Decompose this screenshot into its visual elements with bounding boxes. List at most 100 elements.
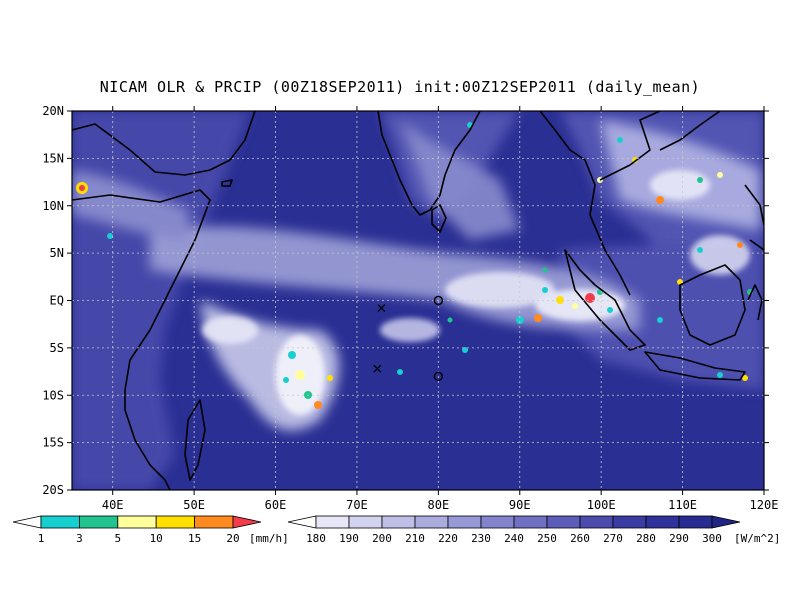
colorbar-box (348, 515, 383, 529)
colorbar-box (79, 515, 119, 529)
map-title: NICAM OLR & PRCIP (00Z18SEP2011) init:00… (99, 78, 701, 96)
colorbar-unit: [W/m^2] (734, 532, 780, 545)
colorbar-label: 240 (504, 532, 524, 545)
colorbar-label: 260 (570, 532, 590, 545)
precip-cell (697, 177, 703, 183)
precip-cell (572, 303, 578, 309)
lat-tick-labels: 20N 15N 10N 5N EQ 5S 10S 15S 20S (42, 104, 64, 497)
olr-core-4 (202, 316, 258, 344)
precip-cell (556, 296, 564, 304)
colorbar-label: 300 (702, 532, 722, 545)
coastline-indochina (599, 111, 721, 181)
precip-cell (79, 185, 85, 191)
coastlines (72, 111, 764, 490)
colorbar-label: 20 (226, 532, 239, 545)
olr-core-5 (650, 170, 710, 200)
coastline-arabia (72, 111, 256, 176)
o-marker (433, 371, 444, 381)
coastline-sulawesi (747, 284, 763, 321)
x-marker (377, 304, 386, 313)
precip-cell (542, 267, 548, 273)
colorbar-label: 3 (76, 532, 83, 545)
precip-cell (327, 375, 333, 381)
graticule (72, 111, 764, 490)
colorbar-box (117, 515, 157, 529)
x-marker-stroke (373, 364, 382, 373)
lat-tick-label: 5N (50, 246, 64, 260)
precip-cell (697, 247, 703, 253)
olr-core-1 (445, 272, 555, 308)
lat-tick-label: 20N (42, 104, 64, 118)
precip-cell (542, 287, 548, 293)
coastline-myanmar (539, 111, 631, 296)
coastline-india (377, 111, 481, 216)
lat-tick-label: 10N (42, 199, 64, 213)
colorbar-left-arrow (287, 515, 317, 529)
precip-cell (516, 316, 524, 324)
precip-cell (314, 401, 322, 409)
olr-band-bay-of-bengal (400, 120, 520, 240)
x-marker-stroke (377, 304, 386, 313)
colorbar-label: 210 (405, 532, 425, 545)
olr-shade-borneo-sumatra (560, 240, 764, 390)
lat-tick-label: 20S (42, 483, 64, 497)
precip-cell (617, 137, 623, 143)
lon-tick-labels: 40E 50E 60E 70E 80E 90E 100E 110E 120E (102, 498, 779, 512)
precip-cell (656, 196, 664, 204)
precip-cell (737, 242, 743, 248)
olr-core-6 (690, 235, 750, 275)
colorbar-label: 220 (438, 532, 458, 545)
precip-cell (107, 233, 113, 239)
lon-tick-label: 40E (102, 498, 124, 512)
colorbar-label: 200 (372, 532, 392, 545)
colorbar-right-arrow (232, 515, 262, 529)
coastline-africa (72, 189, 211, 490)
colorbar-label: 10 (150, 532, 163, 545)
precip-cells (76, 122, 753, 409)
precip-cell (717, 372, 723, 378)
precip-cell (657, 317, 663, 323)
colorbar-box (447, 515, 482, 529)
precip-cell (742, 375, 748, 381)
lon-tick-label: 70E (346, 498, 368, 512)
coastline-java (644, 351, 746, 381)
colorbar-box (546, 515, 581, 529)
coastline-philippines (744, 184, 764, 251)
coastline-sumatra (564, 249, 646, 351)
site-markers (373, 295, 444, 381)
lon-tick-label: 90E (509, 498, 531, 512)
colorbar-label: 5 (114, 532, 121, 545)
o-marker (433, 295, 444, 306)
lon-tick-label: 60E (265, 498, 287, 512)
olr-core-7 (380, 318, 440, 342)
colorbar-unit: [mm/h] (249, 532, 289, 545)
colorbar-box (678, 515, 713, 529)
colorbar-box (315, 515, 350, 529)
lon-tick-label: 80E (428, 498, 450, 512)
precip-cell (447, 317, 453, 323)
colorbar-right-arrow (711, 515, 741, 529)
lon-tick-label: 110E (668, 498, 697, 512)
lat-tick-label: 5S (50, 341, 64, 355)
precip-cell (288, 351, 296, 359)
precip-cell (717, 172, 723, 178)
colorbar-box (414, 515, 449, 529)
colorbar-box (645, 515, 680, 529)
olr-band-arabian (72, 170, 190, 240)
lat-tick-label: EQ (50, 294, 64, 308)
olr-colorbar: 180 190 200 210 220 230 240 250 260 270 280 290 300 [… (287, 515, 780, 545)
colorbar-label: 280 (636, 532, 656, 545)
colorbar-box (194, 515, 234, 529)
precip-cell (607, 307, 613, 313)
colorbar-label: 190 (339, 532, 359, 545)
colorbar-box (480, 515, 515, 529)
precip-cell (534, 314, 542, 322)
x-marker (373, 364, 382, 373)
colorbar-label: 250 (537, 532, 557, 545)
precip-cell (283, 377, 289, 383)
colorbar-box (513, 515, 548, 529)
precip-cell (585, 293, 595, 303)
colorbar-box (40, 515, 80, 529)
colorbar-label: 290 (669, 532, 689, 545)
